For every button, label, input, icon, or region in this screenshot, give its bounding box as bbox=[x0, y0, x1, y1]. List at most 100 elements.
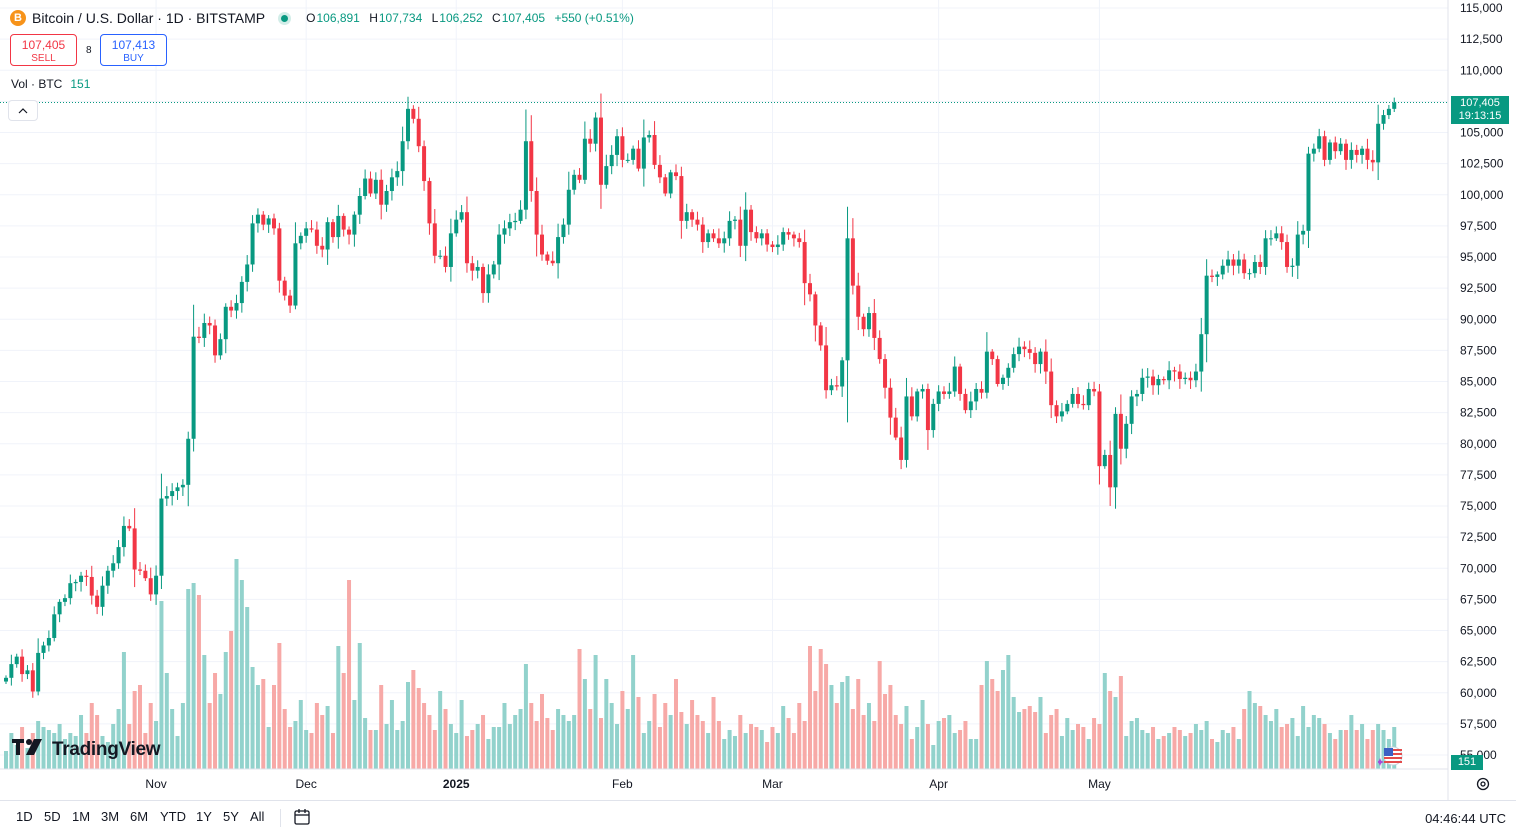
volume-bar bbox=[1236, 739, 1241, 769]
range-all-button[interactable]: All bbox=[250, 809, 265, 824]
candle-body bbox=[293, 243, 298, 306]
volume-bar bbox=[883, 694, 888, 769]
candle-body bbox=[1199, 334, 1204, 372]
volume-bar bbox=[684, 724, 689, 769]
candle-body bbox=[207, 322, 212, 326]
volume-legend[interactable]: Vol · BTC 151 bbox=[11, 77, 90, 91]
candle-body bbox=[9, 664, 14, 678]
volume-bar bbox=[1365, 739, 1370, 769]
candle-body bbox=[95, 595, 100, 607]
volume-bar bbox=[261, 679, 266, 769]
volume-bar bbox=[711, 697, 716, 769]
volume-bar bbox=[1220, 730, 1225, 769]
volume-bar bbox=[454, 733, 459, 769]
range-1y-button[interactable]: 1Y bbox=[196, 809, 212, 824]
utc-clock[interactable]: 04:46:44 UTC bbox=[1425, 811, 1506, 826]
volume-bar bbox=[180, 703, 185, 769]
volume-bar bbox=[1338, 730, 1343, 769]
range-5d-button[interactable]: 5D bbox=[44, 809, 61, 824]
candle-body bbox=[389, 177, 394, 192]
candle-body bbox=[272, 218, 276, 229]
collapse-legend-button[interactable] bbox=[8, 100, 38, 121]
volume-bar bbox=[68, 733, 73, 769]
candle-body bbox=[1279, 233, 1284, 243]
candle-body bbox=[1327, 142, 1332, 160]
candle-body bbox=[727, 220, 732, 239]
bar-countdown: 19:13:15 bbox=[1458, 109, 1502, 122]
volume-bar bbox=[834, 703, 839, 769]
tradingview-logo[interactable]: TradingView bbox=[12, 738, 161, 761]
volume-bar bbox=[802, 721, 807, 769]
candle-body bbox=[127, 525, 132, 529]
candle-body bbox=[432, 223, 437, 256]
candle-body bbox=[920, 388, 925, 392]
buy-price: 107,413 bbox=[111, 38, 156, 52]
candle-body bbox=[1301, 230, 1306, 235]
volume-bar bbox=[990, 679, 995, 769]
volume-bar bbox=[1097, 724, 1102, 769]
candle-body bbox=[625, 159, 630, 161]
volume-bar bbox=[706, 733, 711, 769]
volume-bar bbox=[925, 724, 930, 769]
range-ytd-button[interactable]: YTD bbox=[160, 809, 186, 824]
range-3m-button[interactable]: 3M bbox=[101, 809, 120, 824]
us-flag-icon[interactable] bbox=[1378, 746, 1404, 766]
volume-bar bbox=[438, 691, 443, 769]
candle-body bbox=[931, 403, 936, 431]
candle-body bbox=[722, 238, 727, 244]
volume-bar bbox=[1226, 733, 1231, 769]
buy-button[interactable]: 107,413 BUY bbox=[100, 34, 167, 66]
candle-body bbox=[448, 233, 453, 267]
candle-body bbox=[266, 218, 271, 225]
range-6m-button[interactable]: 6M bbox=[130, 809, 149, 824]
volume-bar bbox=[636, 697, 641, 769]
candle-body bbox=[657, 164, 662, 178]
settings-gear-icon[interactable] bbox=[1475, 776, 1491, 792]
candle-body bbox=[320, 245, 325, 250]
volume-bar bbox=[856, 679, 861, 769]
volume-bar bbox=[218, 694, 223, 769]
bottom-toolbar: 1D 5D 1M 3M 6M YTD 1Y 5Y All 04:46:44 UT… bbox=[0, 800, 1516, 835]
candle-body bbox=[304, 228, 309, 236]
volume-bar bbox=[690, 700, 695, 769]
candle-body bbox=[470, 263, 475, 271]
symbol-title[interactable]: Bitcoin / U.S. Dollar · 1D · BITSTAMP bbox=[32, 10, 266, 26]
volume-bar bbox=[513, 715, 518, 769]
candle-body bbox=[872, 313, 877, 338]
sell-button[interactable]: 107,405 SELL bbox=[10, 34, 77, 66]
volume-bar bbox=[475, 724, 480, 769]
volume-bar bbox=[1140, 730, 1145, 769]
candle-body bbox=[824, 345, 829, 391]
candle-body bbox=[850, 238, 855, 286]
time-tick-label: Apr bbox=[929, 777, 948, 791]
range-1d-button[interactable]: 1D bbox=[16, 809, 33, 824]
range-1m-button[interactable]: 1M bbox=[72, 809, 91, 824]
candle-body bbox=[438, 255, 443, 257]
volume-bar bbox=[481, 715, 486, 769]
volume-bar bbox=[1252, 703, 1257, 769]
candle-body bbox=[995, 359, 1000, 384]
range-5y-button[interactable]: 5Y bbox=[223, 809, 239, 824]
candle-body bbox=[561, 224, 566, 238]
candle-body bbox=[52, 614, 57, 638]
volume-bar bbox=[657, 727, 662, 769]
date-range-calendar-icon[interactable] bbox=[292, 807, 312, 827]
close-value: 107,405 bbox=[501, 11, 546, 25]
volume-bar bbox=[491, 727, 496, 769]
candle-body bbox=[406, 108, 410, 142]
volume-bar bbox=[609, 703, 614, 769]
time-tick-label: Dec bbox=[295, 777, 316, 791]
volume-bar bbox=[314, 703, 319, 769]
volume-bar bbox=[668, 715, 673, 769]
volume-bar bbox=[770, 727, 775, 769]
volume-bar bbox=[1102, 673, 1107, 769]
volume-bar bbox=[459, 700, 464, 769]
volume-bar bbox=[931, 745, 936, 769]
price-chart[interactable]: 115,000112,500110,000107,500105,000102,5… bbox=[0, 0, 1516, 800]
candle-body bbox=[1204, 275, 1209, 335]
candle-body bbox=[952, 366, 957, 392]
symbol-header[interactable]: B Bitcoin / U.S. Dollar · 1D · BITSTAMP … bbox=[10, 8, 640, 28]
candle-body bbox=[1247, 273, 1252, 275]
candle-body bbox=[582, 138, 587, 180]
tradingview-logo-icon bbox=[12, 738, 46, 761]
